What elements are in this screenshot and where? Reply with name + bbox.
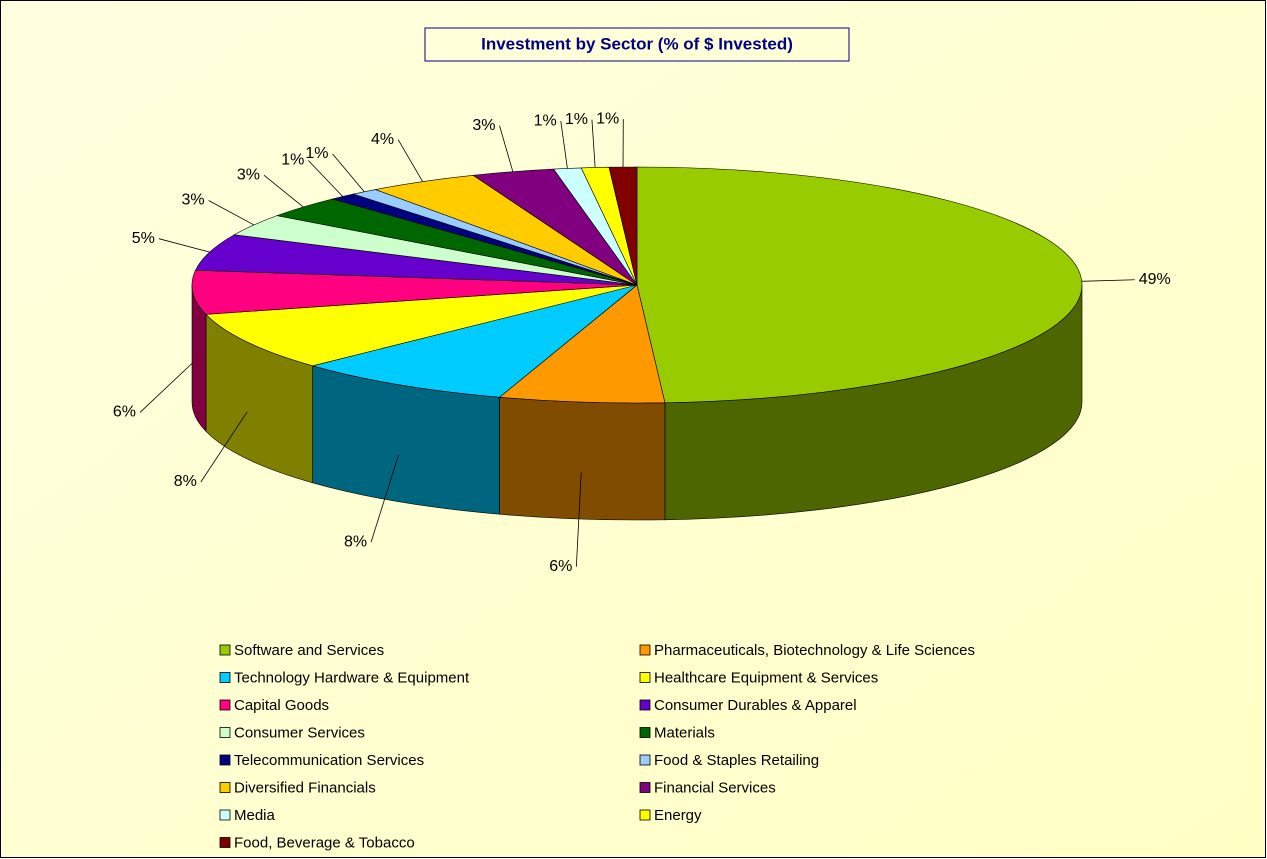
data-label: 1%	[565, 111, 588, 128]
legend-swatch	[219, 699, 231, 711]
legend-swatch	[639, 644, 651, 656]
leader-line	[560, 120, 568, 169]
legend-label: Media	[234, 807, 276, 824]
data-label: 1%	[596, 110, 619, 127]
legend-label: Pharmaceuticals, Biotechnology & Life Sc…	[654, 642, 975, 659]
legend-label: Healthcare Equipment & Services	[654, 669, 878, 686]
data-label: 6%	[549, 558, 572, 575]
legend-label: Consumer Durables & Apparel	[654, 697, 857, 714]
leader-line	[370, 454, 399, 543]
leader-line	[158, 238, 210, 253]
legend-label: Software and Services	[234, 642, 384, 659]
data-label: 1%	[534, 112, 557, 129]
leader-line	[263, 174, 304, 208]
leader-line	[139, 362, 194, 413]
legend-swatch	[219, 672, 231, 683]
legend-label: Telecommunication Services	[234, 752, 424, 769]
legend-label: Technology Hardware & Equipment	[234, 669, 470, 686]
data-label: 4%	[371, 131, 394, 148]
legend-swatch	[219, 809, 231, 821]
pie-slice	[498, 284, 666, 404]
chart-title: Investment by Sector (% of $ Invested)	[481, 34, 793, 53]
leader-line	[200, 411, 248, 483]
data-label: 6%	[113, 404, 136, 421]
legend-label: Food, Beverage & Tobacco	[234, 834, 415, 851]
legend-label: Energy	[654, 807, 702, 824]
pie-slice	[205, 284, 638, 367]
legend-label: Food & Staples Retailing	[654, 752, 819, 769]
leader-line	[1081, 279, 1135, 282]
leader-line	[397, 139, 423, 182]
legend-swatch	[219, 727, 231, 738]
data-label: 1%	[305, 145, 328, 162]
leader-line	[308, 160, 344, 197]
pie-slice	[191, 269, 638, 315]
leader-line	[332, 153, 365, 193]
data-label: 3%	[472, 117, 495, 134]
legend-label: Diversified Financials	[234, 779, 376, 796]
data-label: 49%	[1139, 271, 1171, 288]
legend-swatch	[219, 644, 231, 656]
legend-swatch	[219, 754, 231, 766]
pie-side	[499, 396, 666, 521]
legend-swatch	[639, 727, 651, 738]
pie-slice	[636, 166, 1083, 404]
pie-slice	[608, 166, 638, 286]
legend-swatch	[639, 699, 651, 711]
legend-swatch	[639, 782, 651, 793]
legend-swatch	[639, 754, 651, 766]
legend-swatch	[219, 782, 231, 793]
data-label: 8%	[174, 473, 197, 490]
leader-line	[208, 200, 255, 226]
pie-slice	[311, 284, 638, 398]
data-label: 1%	[281, 152, 304, 169]
leader-line	[591, 119, 596, 168]
legend-swatch	[639, 809, 651, 821]
legend-label: Consumer Services	[234, 724, 365, 741]
data-label: 3%	[182, 192, 205, 209]
title-box	[424, 27, 850, 62]
data-label: 8%	[344, 533, 367, 550]
legend-swatch	[219, 837, 231, 848]
leader-line	[575, 472, 582, 567]
legend-swatch	[639, 672, 651, 683]
leader-line	[499, 125, 514, 172]
legend-label: Capital Goods	[234, 697, 329, 714]
data-label: 3%	[237, 166, 260, 183]
data-label: 5%	[132, 230, 155, 247]
legend-label: Financial Services	[654, 779, 776, 796]
legend-label: Materials	[654, 724, 715, 741]
